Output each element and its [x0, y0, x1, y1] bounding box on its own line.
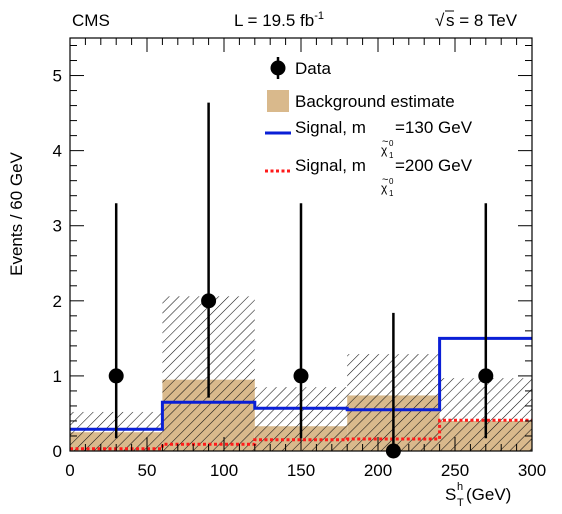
legend-data-marker [270, 60, 286, 76]
data-point [108, 368, 124, 384]
y-tick-label: 3 [53, 217, 62, 236]
x-axis-label-main: S [445, 485, 456, 504]
x-axis-label: S h T (GeV) [445, 481, 511, 509]
legend-signal-200-zero: 0 [389, 177, 394, 186]
y-tick-label: 1 [53, 367, 62, 386]
legend-signal-130-prefix: Signal, m [295, 118, 366, 137]
luminosity-text: L = 19.5 fb [234, 11, 314, 30]
svg-text:=130 GeV: =130 GeV [395, 118, 473, 137]
svg-text:T: T [457, 497, 464, 509]
y-tick-label: 5 [53, 67, 62, 86]
x-tick-label: 300 [518, 461, 546, 480]
legend-data-label: Data [295, 59, 331, 78]
legend-signal-200-chi: χ [381, 181, 388, 195]
experiment-label: CMS [72, 11, 110, 30]
y-tick-label: 4 [53, 142, 62, 161]
svg-text:S: S [445, 485, 456, 504]
y-tick-label: 2 [53, 292, 62, 311]
x-tick-label: 250 [441, 461, 469, 480]
legend-background-swatch [267, 90, 289, 112]
legend-background-label: Background estimate [295, 92, 455, 111]
data-point [478, 368, 494, 384]
legend-signal-200-tilde: ~ [382, 174, 388, 186]
data-point [293, 368, 309, 384]
svg-text:Signal, m: Signal, m [295, 156, 366, 175]
sqrt-symbol: √ [435, 11, 445, 30]
legend-signal-130: Signal, m ~ χ 0 1 =130 GeV [265, 118, 473, 160]
x-axis-label-sub: T [457, 497, 464, 509]
luminosity-exponent: -1 [314, 10, 324, 22]
x-tick-label: 200 [364, 461, 392, 480]
svg-text:Signal, m: Signal, m [295, 118, 366, 137]
legend: Data Background estimate Signal, m ~ χ 0… [265, 57, 473, 198]
x-tick-label: 50 [138, 461, 157, 480]
legend-signal-200-suffix: =200 GeV [395, 156, 473, 175]
legend-signal-130-suffix: =130 GeV [395, 118, 473, 137]
data-point [201, 293, 217, 309]
svg-text:h: h [457, 481, 463, 493]
legend-signal-130-zero: 0 [389, 139, 394, 148]
x-tick-label: 0 [65, 461, 74, 480]
legend-signal-130-chi: χ [381, 143, 388, 157]
legend-data: Data [270, 57, 331, 79]
x-axis-label-unit: (GeV) [466, 485, 511, 504]
x-tick-label: 150 [287, 461, 315, 480]
svg-text:=200 GeV: =200 GeV [395, 156, 473, 175]
legend-background: Background estimate [267, 90, 455, 112]
y-tick-label: 0 [53, 442, 62, 461]
legend-signal-130-one: 1 [389, 151, 394, 160]
legend-signal-200: Signal, m ~ χ 0 1 =200 GeV [265, 156, 473, 198]
legend-signal-200-one: 1 [389, 189, 394, 198]
legend-signal-200-prefix: Signal, m [295, 156, 366, 175]
x-axis-label-sup: h [457, 481, 463, 493]
svg-text:(GeV): (GeV) [466, 485, 511, 504]
y-axis-label: Events / 60 GeV [7, 151, 26, 275]
luminosity-label: L = 19.5 fb-1 [234, 10, 324, 30]
legend-signal-130-tilde: ~ [382, 136, 388, 148]
energy-label: s = 8 TeV [446, 11, 518, 30]
x-tick-label: 100 [210, 461, 238, 480]
